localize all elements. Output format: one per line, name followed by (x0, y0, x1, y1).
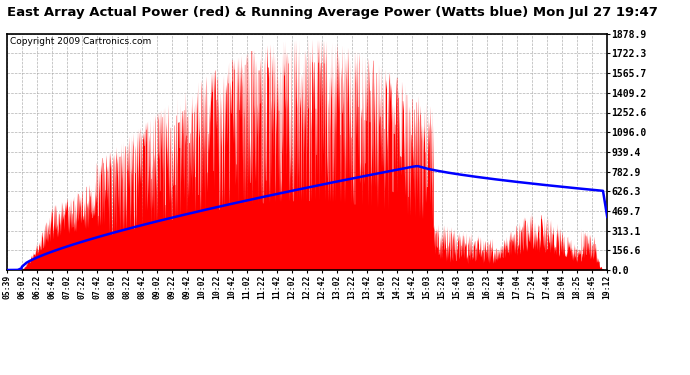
Text: East Array Actual Power (red) & Running Average Power (Watts blue) Mon Jul 27 19: East Array Actual Power (red) & Running … (7, 6, 658, 19)
Text: Copyright 2009 Cartronics.com: Copyright 2009 Cartronics.com (10, 37, 151, 46)
